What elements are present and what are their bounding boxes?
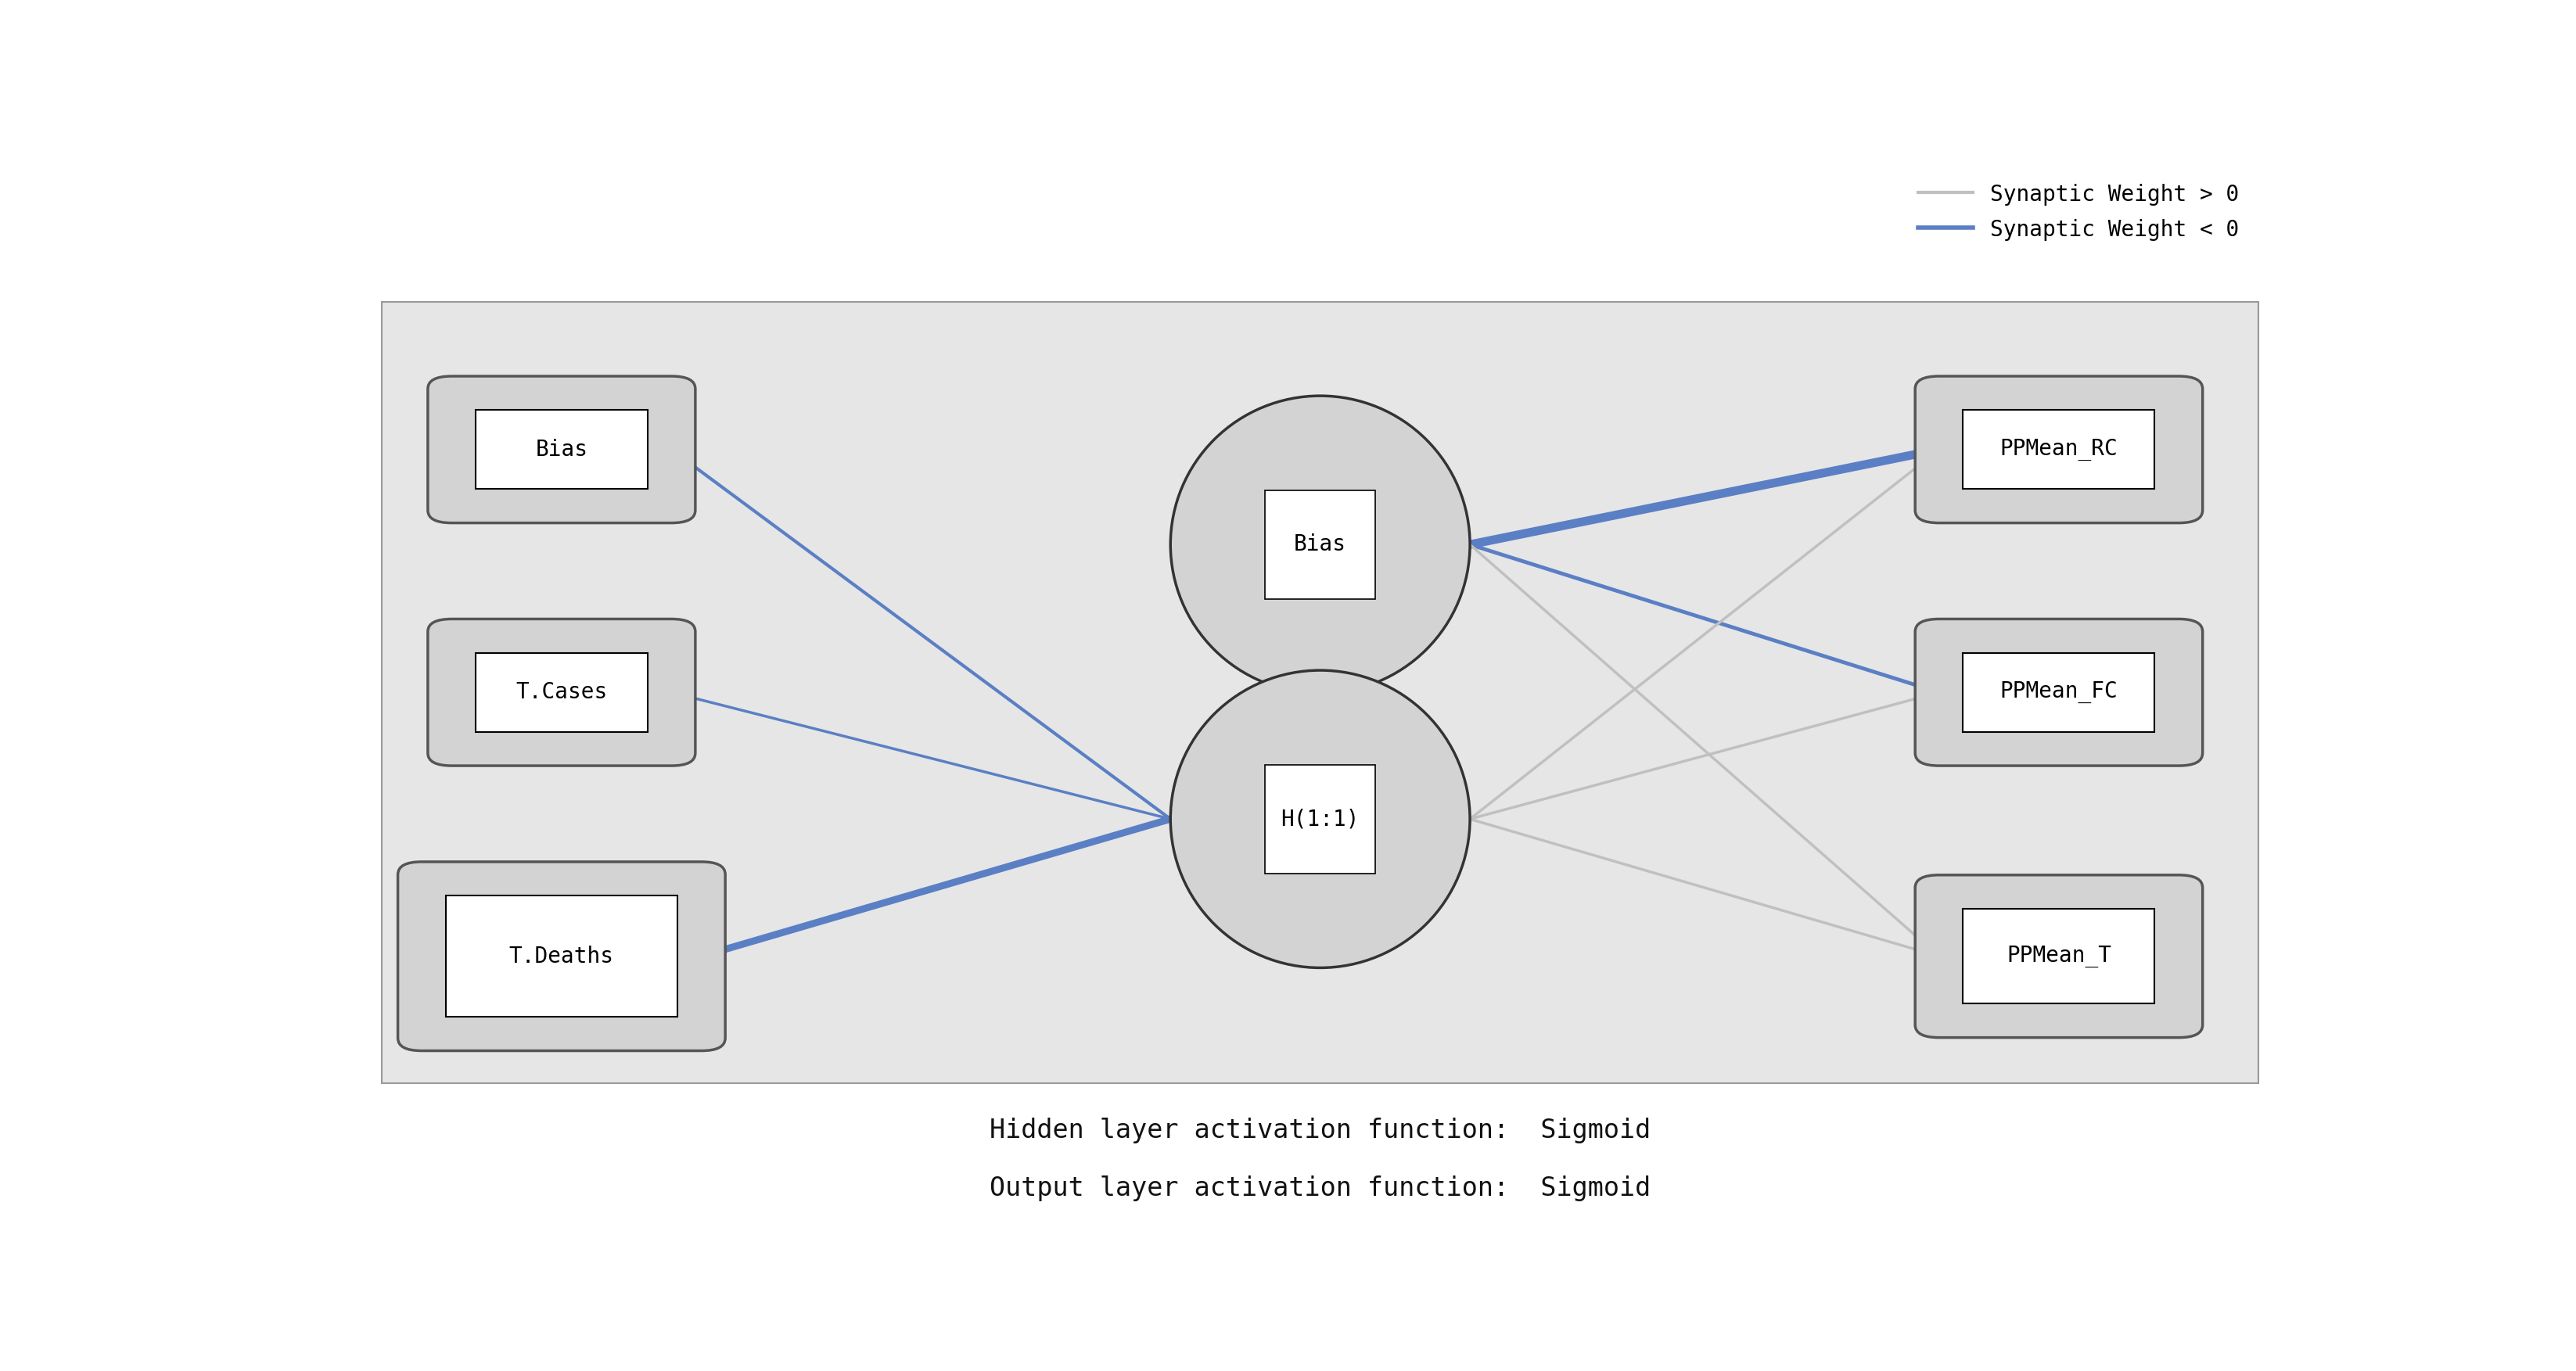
Text: T.Cases: T.Cases (515, 681, 608, 703)
FancyBboxPatch shape (1963, 410, 2154, 489)
FancyBboxPatch shape (1265, 489, 1376, 599)
FancyBboxPatch shape (1265, 765, 1376, 873)
Text: PPMean_FC: PPMean_FC (1999, 681, 2117, 703)
Text: PPMean_RC: PPMean_RC (1999, 439, 2117, 461)
Text: PPMean_T: PPMean_T (2007, 945, 2112, 968)
Text: T.Deaths: T.Deaths (510, 946, 613, 967)
FancyBboxPatch shape (397, 862, 726, 1050)
Ellipse shape (1170, 670, 1471, 968)
Text: Bias: Bias (536, 439, 587, 461)
FancyBboxPatch shape (1914, 618, 2202, 766)
FancyBboxPatch shape (477, 653, 647, 732)
FancyBboxPatch shape (477, 410, 647, 489)
FancyBboxPatch shape (428, 618, 696, 766)
FancyBboxPatch shape (1963, 653, 2154, 732)
FancyBboxPatch shape (1914, 875, 2202, 1038)
FancyBboxPatch shape (381, 302, 2259, 1083)
Text: H(1:1): H(1:1) (1280, 808, 1360, 829)
Text: Output layer activation function:  Sigmoid: Output layer activation function: Sigmoi… (989, 1175, 1651, 1201)
FancyBboxPatch shape (446, 895, 677, 1017)
Ellipse shape (1170, 396, 1471, 694)
FancyBboxPatch shape (428, 376, 696, 522)
Text: Hidden layer activation function:  Sigmoid: Hidden layer activation function: Sigmoi… (989, 1117, 1651, 1143)
Text: Bias: Bias (1293, 533, 1347, 555)
Legend: Synaptic Weight > 0, Synaptic Weight < 0: Synaptic Weight > 0, Synaptic Weight < 0 (1909, 175, 2249, 250)
FancyBboxPatch shape (1914, 376, 2202, 522)
FancyBboxPatch shape (1963, 909, 2154, 1004)
